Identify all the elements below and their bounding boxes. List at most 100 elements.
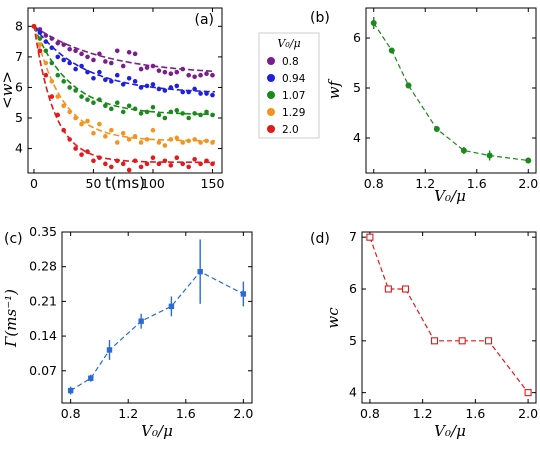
data-point-1.07: [55, 72, 61, 78]
data-point-1.07: [198, 112, 203, 118]
y-tick-label: 7: [15, 49, 23, 64]
data-point-0.94: [186, 89, 191, 95]
y-tick-label: 8: [15, 18, 23, 33]
data-point-2.0: [85, 149, 90, 154]
data-point-0.94: [192, 86, 197, 92]
data-point-1.29: [204, 138, 209, 144]
legend-marker-1.07: [267, 91, 275, 99]
data-point-0.94: [138, 85, 144, 90]
data-point: [388, 47, 395, 54]
data-point-1.29: [162, 143, 168, 148]
data-point-1.29: [186, 138, 191, 144]
x-tick-label: 2.0: [233, 406, 253, 421]
data-point-2.0: [103, 161, 108, 167]
data-point-0.8: [85, 54, 90, 60]
legend-box: [258, 32, 320, 139]
data-point: [524, 389, 532, 397]
fit-curve-0.94: [33, 25, 215, 93]
x-axis-label: V₀/μ: [141, 422, 173, 440]
legend-marker-2.0: [267, 125, 275, 133]
data-point-2.0: [31, 24, 37, 29]
data-point-0.94: [156, 86, 162, 92]
data-point-1.07: [210, 112, 215, 118]
data-point-2.0: [174, 155, 180, 161]
data-point: [138, 318, 144, 324]
data-point-1.29: [67, 109, 72, 115]
data-point-0.94: [114, 72, 120, 78]
data-point-2.0: [37, 48, 43, 54]
data-point-0.94: [55, 54, 61, 60]
legend-label-1.07: 1.07: [282, 90, 305, 102]
data-point-1.07: [150, 105, 156, 110]
data-point-1.07: [144, 109, 150, 115]
data-point-1.07: [120, 109, 126, 115]
data-point-1.29: [210, 140, 215, 145]
data-point-0.94: [103, 77, 108, 83]
x-axis-label: V₀/μ: [434, 422, 466, 440]
x-tick-label: 0.8: [360, 406, 380, 421]
data-point-0.8: [55, 40, 61, 46]
data-point-0.94: [109, 79, 114, 84]
data-point-0.94: [180, 89, 186, 95]
data-point-1.07: [67, 85, 72, 90]
y-tick-label: 0.21: [29, 293, 57, 308]
data-point-1.29: [144, 137, 150, 142]
data-point-1.07: [174, 108, 180, 113]
data-point-1.29: [103, 134, 108, 139]
data-point-0.8: [73, 48, 78, 54]
data-point-2.0: [162, 158, 168, 164]
data-point-1.29: [138, 140, 144, 145]
data-point-0.8: [204, 71, 209, 76]
panel-label: (b): [310, 10, 330, 26]
data-point-0.8: [198, 72, 203, 78]
data-point-0.8: [132, 51, 138, 57]
panel-a-scatter-plot: 0 50 100 150 4 5 6 7 8 t(ms) <w> (a) V₀/μ 0.8 0.94 1.07…: [0, 7, 320, 192]
data-point-2.0: [186, 164, 191, 170]
data-point-0.8: [91, 57, 96, 63]
data-point-0.8: [114, 48, 120, 54]
data-point: [433, 126, 440, 132]
data-point-2.0: [204, 158, 209, 164]
data-point-0.94: [174, 83, 180, 89]
data-point-1.29: [43, 60, 49, 66]
data-point-1.29: [55, 94, 61, 99]
data-point-0.94: [126, 75, 132, 81]
data-point-0.94: [97, 69, 102, 75]
x-tick-label: 1.6: [467, 176, 487, 191]
y-tick-label: 5: [349, 333, 357, 348]
data-point-2.0: [132, 158, 138, 164]
data-point: [384, 285, 392, 293]
data-point-1.07: [192, 111, 197, 116]
data-point-0.94: [67, 60, 72, 66]
data-point-2.0: [43, 72, 49, 78]
data-point-1.07: [132, 106, 138, 112]
y-tick-label: 0.28: [29, 259, 57, 274]
data-point-0.94: [85, 69, 90, 75]
data-point-2.0: [73, 146, 78, 151]
data-point-0.94: [43, 39, 49, 44]
data-point-0.8: [162, 69, 168, 75]
data-point: [401, 285, 410, 293]
y-tick-label: 4: [353, 130, 361, 145]
data-point-0.8: [186, 72, 191, 78]
data-point-1.29: [174, 135, 180, 141]
y-tick-label: 6: [15, 79, 23, 94]
data-point-1.29: [73, 115, 78, 121]
plot-frame: [61, 231, 253, 404]
data-point: [460, 147, 467, 154]
data-point-2.0: [192, 156, 197, 162]
data-point-2.0: [61, 127, 67, 133]
y-tick-label: 5: [353, 80, 361, 95]
data-point-0.8: [79, 51, 84, 57]
data-point-1.29: [198, 140, 203, 145]
y-tick-label: 6: [349, 281, 357, 296]
x-tick-label: 1.2: [118, 406, 138, 421]
x-tick-label: 1.2: [413, 406, 433, 421]
data-point-1.07: [204, 109, 209, 115]
data-point-0.8: [43, 33, 49, 38]
data-point-0.8: [156, 68, 162, 73]
data-point-0.8: [67, 46, 72, 52]
data-point-1.07: [168, 109, 174, 115]
data-point-1.07: [85, 97, 90, 102]
